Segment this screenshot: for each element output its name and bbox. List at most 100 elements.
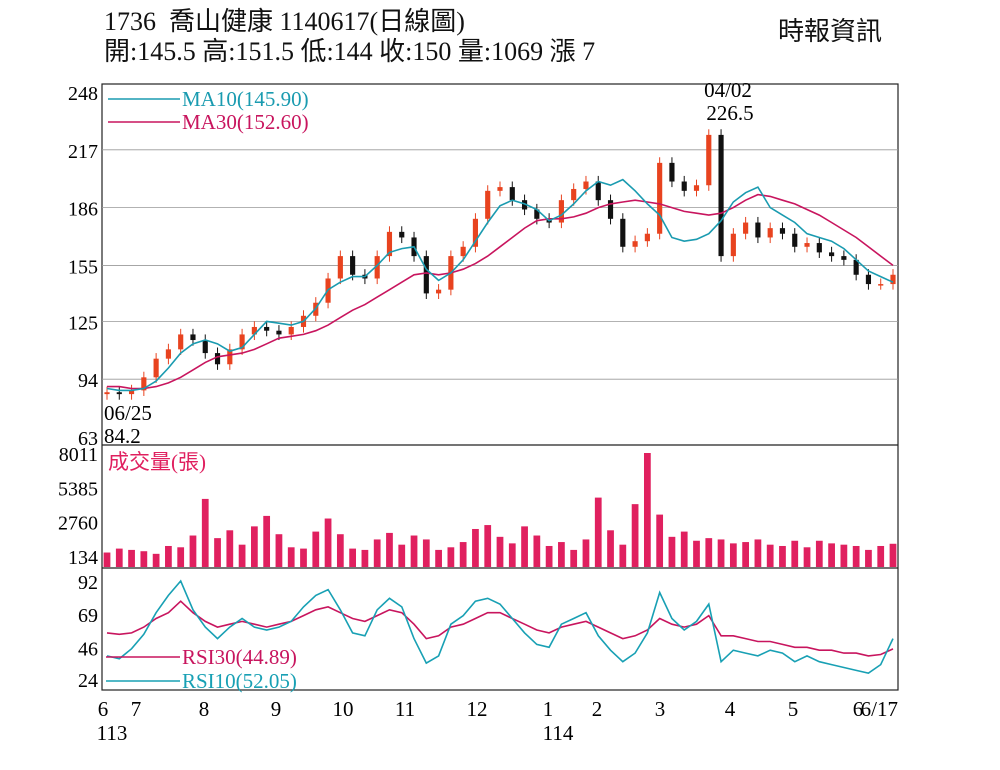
x-tick-label: 6/17 <box>861 697 898 721</box>
volume-bar <box>459 542 467 567</box>
volume-bar <box>349 548 357 567</box>
volume-bar <box>472 528 479 567</box>
candle-body <box>657 162 663 234</box>
volume-bar <box>435 549 442 567</box>
volume-tick-label: 8011 <box>59 444 98 466</box>
volume-bar <box>312 531 320 567</box>
candle-body <box>804 243 810 247</box>
volume-bar <box>361 549 369 567</box>
source-label: 時報資訊 <box>778 17 883 46</box>
volume-bar <box>128 549 135 567</box>
volume-bar <box>238 544 246 567</box>
candle-body <box>829 252 835 257</box>
volume-bar <box>398 544 406 567</box>
candle-body <box>632 241 638 247</box>
volume-bar <box>484 525 492 567</box>
candle-body <box>202 340 208 354</box>
x-tick-sublabel: 113 <box>97 721 128 745</box>
candle-body <box>472 218 479 247</box>
volume-bar <box>165 545 172 567</box>
x-tick-label: 6 <box>853 697 864 721</box>
volume-tick-label: 5385 <box>58 478 98 500</box>
candle-body <box>865 274 872 285</box>
volume-bar <box>791 540 799 567</box>
candle-body <box>669 162 675 182</box>
rsi30-legend-label: RSI30(44.89) <box>182 645 297 669</box>
candle-body <box>374 256 380 279</box>
volume-bar <box>877 545 885 567</box>
volume-bar <box>300 548 307 567</box>
candle-body <box>816 243 822 253</box>
x-tick-label: 10 <box>333 697 354 721</box>
candle-body <box>521 200 528 210</box>
volume-bar <box>324 518 332 567</box>
candle-body <box>644 233 650 242</box>
rsi-tick-label: 46 <box>78 638 98 660</box>
volume-bar <box>422 539 430 567</box>
price-tick-label: 217 <box>68 141 98 163</box>
candle-body <box>571 188 577 201</box>
volume-bar <box>214 538 221 567</box>
candle-body <box>165 349 171 359</box>
candle-body <box>214 353 221 365</box>
x-tick-label: 2 <box>592 697 603 721</box>
candle-body <box>779 228 786 234</box>
volume-bar <box>865 549 872 567</box>
high-value-label: 226.5 <box>706 101 753 125</box>
candle-body <box>423 256 429 294</box>
volume-bar <box>705 538 713 567</box>
volume-bar <box>815 540 823 567</box>
volume-bar <box>177 547 185 567</box>
candle-body <box>460 246 466 257</box>
x-tick-label: 6 <box>98 697 109 721</box>
price-tick-label: 63 <box>78 428 98 450</box>
price-tick-label: 155 <box>68 256 98 278</box>
candle-body <box>104 392 110 395</box>
volume-bar <box>336 534 344 567</box>
volume-tick-label: 134 <box>68 547 98 569</box>
candle-body <box>386 231 393 257</box>
candle-body <box>116 392 122 395</box>
candle-body <box>337 256 343 279</box>
volume-bar <box>754 539 762 567</box>
volume-bar <box>680 531 688 567</box>
candle-body <box>890 274 896 285</box>
chart-frame <box>101 83 899 691</box>
volume-bar <box>607 530 614 567</box>
volume-bar <box>693 540 700 567</box>
volume-bar <box>263 515 271 567</box>
ma30-legend-label: MA30(152.60) <box>182 110 309 134</box>
volume-bar <box>226 530 234 567</box>
x-tick-label: 5 <box>788 697 799 721</box>
ma10-line <box>106 178 894 392</box>
candle-body <box>743 222 749 234</box>
volume-bar <box>582 539 590 567</box>
candle-body <box>509 187 515 201</box>
price-tick-label: 248 <box>68 83 98 105</box>
volume-bar <box>729 543 737 567</box>
volume-bar <box>140 551 148 567</box>
volume-bar <box>742 542 750 567</box>
candle-body <box>841 256 847 260</box>
volume-bar <box>103 552 111 567</box>
volume-bar <box>803 547 811 567</box>
chart-title: 1736 喬山健康 1140617(日線圖) <box>104 7 465 36</box>
volume-bar <box>275 534 283 567</box>
price-summary: 開:145.5 高:151.5 低:144 收:150 量:1069 漲 7 <box>104 37 596 66</box>
volume-bar <box>189 535 197 567</box>
volume-bar <box>558 542 565 567</box>
volume-bar <box>533 535 541 567</box>
candle-body <box>251 326 257 335</box>
candle-body <box>706 134 712 186</box>
rsi10-line <box>106 579 894 675</box>
volume-bar <box>386 532 393 567</box>
candle-body <box>350 256 356 275</box>
rsi-tick-label: 92 <box>78 572 98 594</box>
rsi10-legend-label: RSI10(52.05) <box>182 669 297 693</box>
volume-bar <box>521 526 528 567</box>
volume-bar <box>373 539 381 567</box>
candle-body <box>141 377 147 391</box>
volume-bar <box>631 504 639 567</box>
price-tick-label: 94 <box>78 370 98 392</box>
